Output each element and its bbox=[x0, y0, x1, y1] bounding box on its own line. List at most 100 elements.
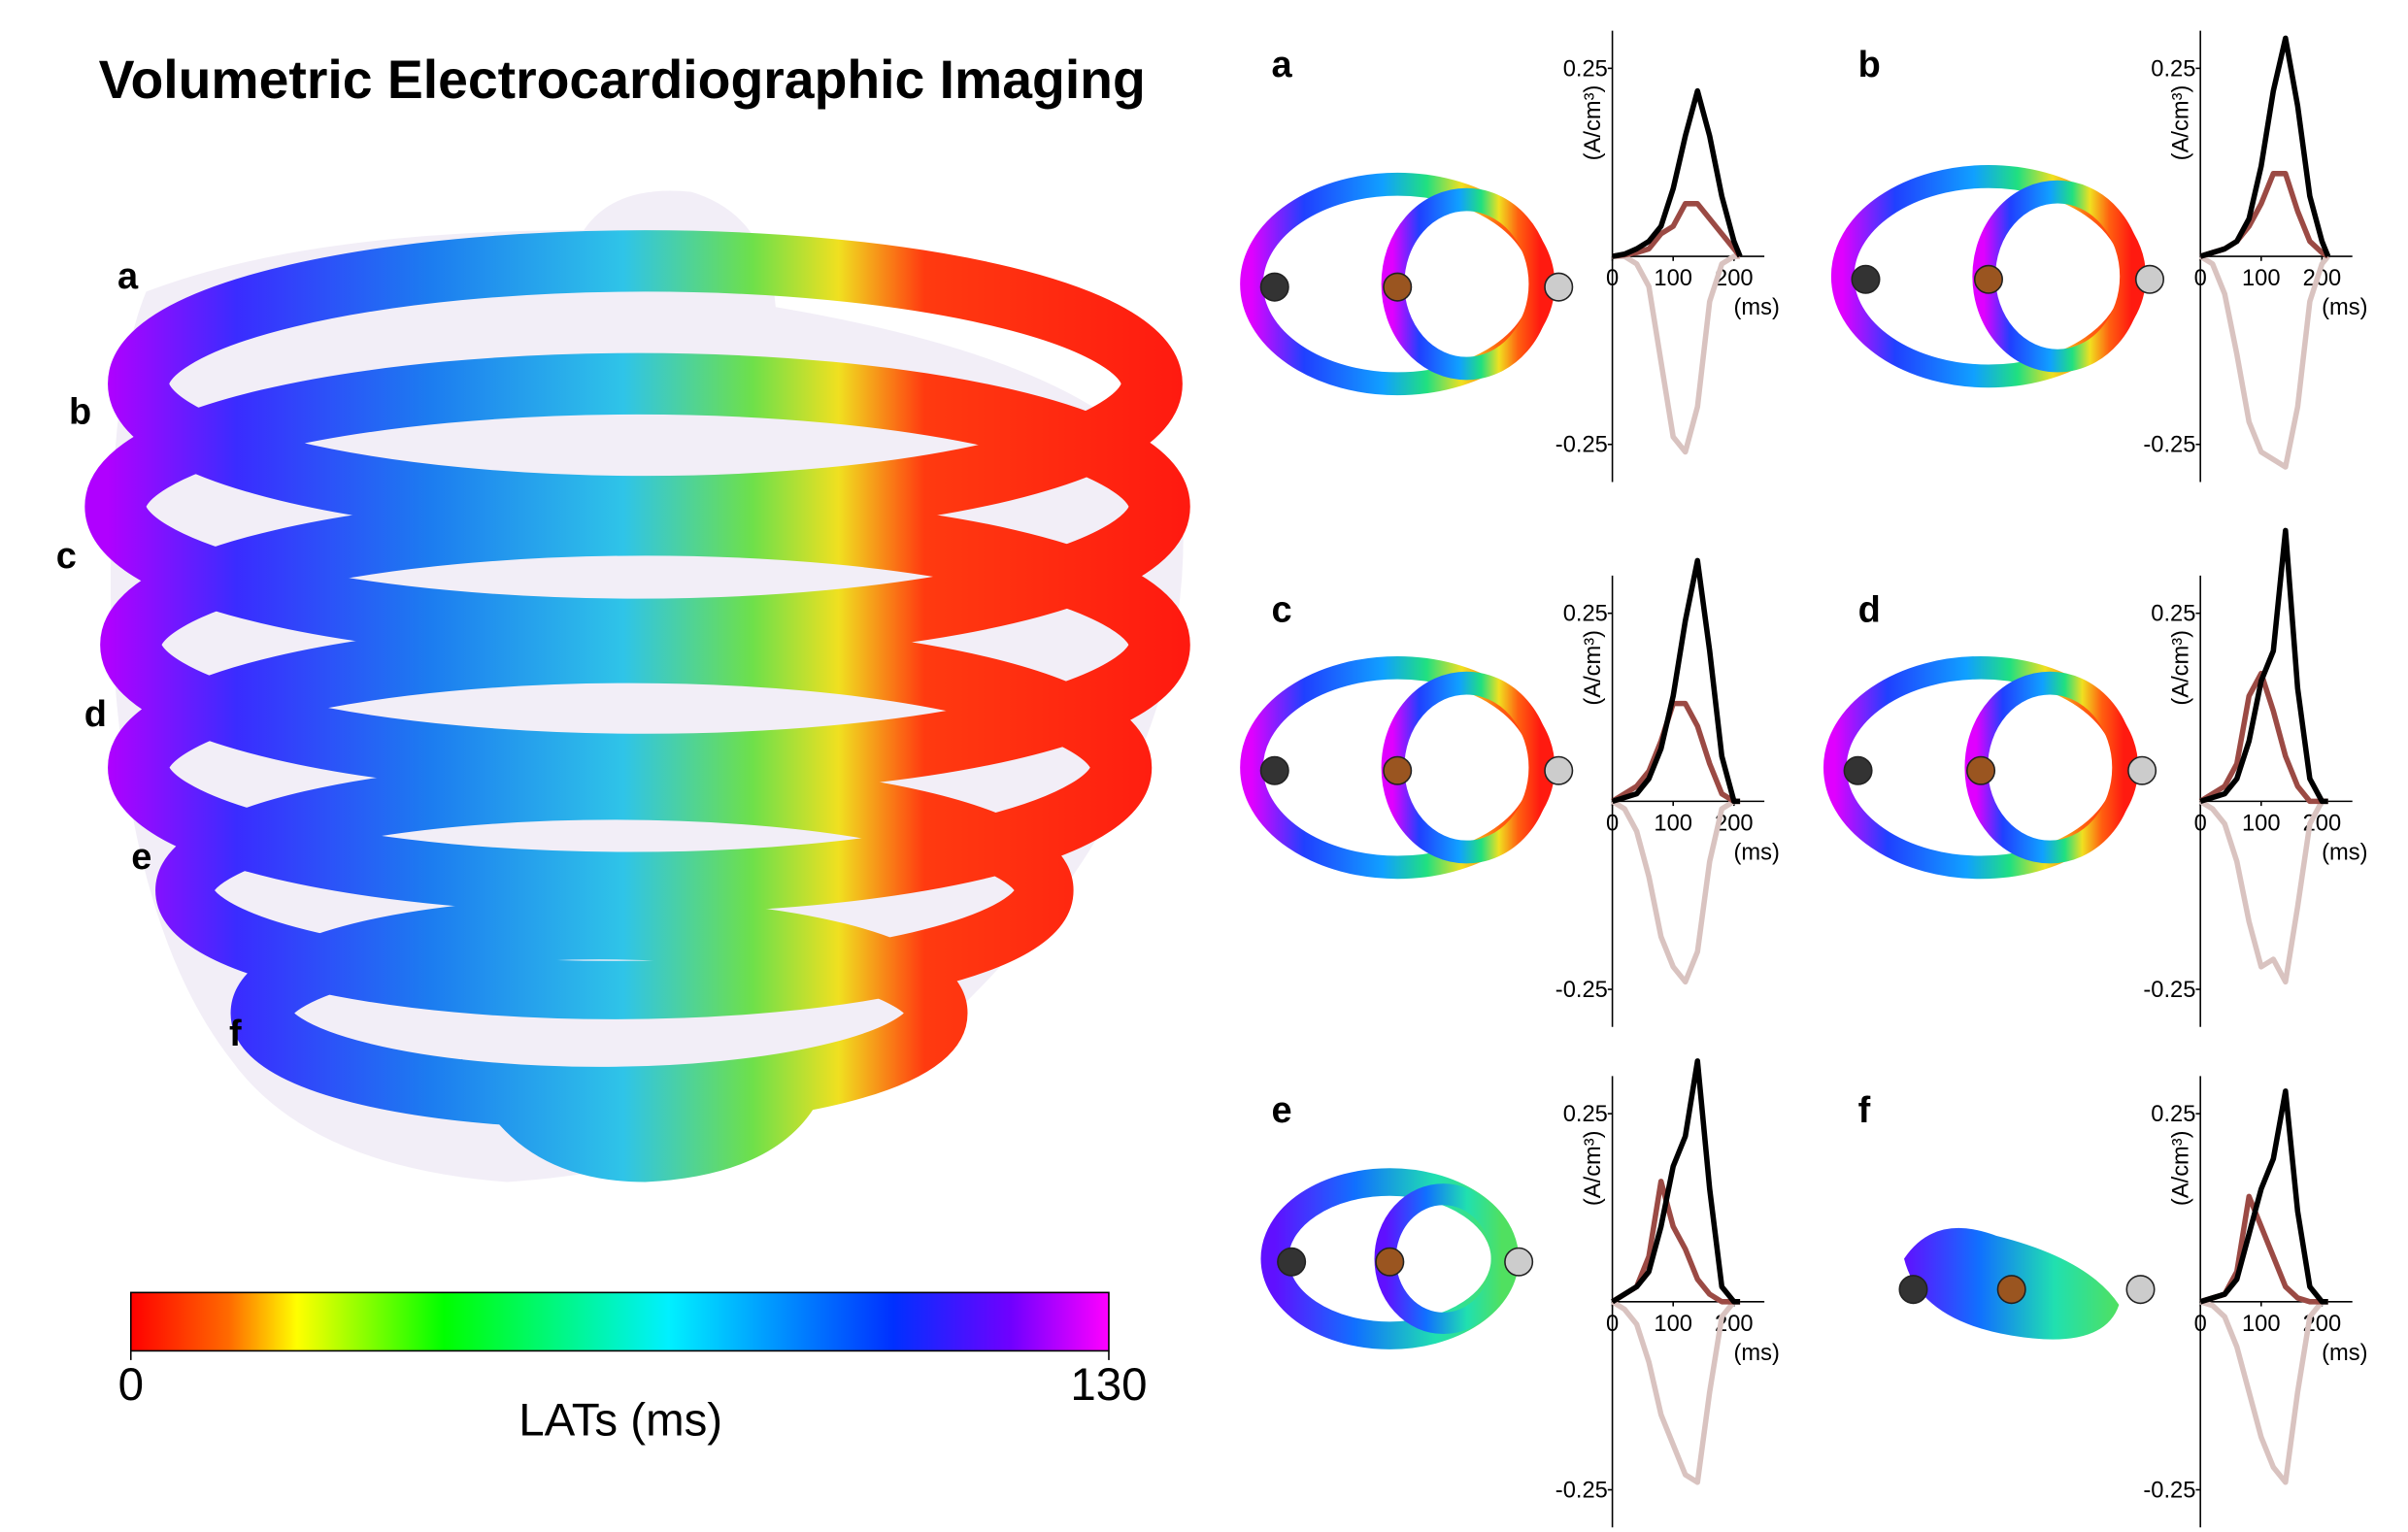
x-tick-label: 100 bbox=[1654, 1312, 1692, 1337]
x-axis-label: (ms) bbox=[2322, 1341, 2367, 1366]
electrode-marker bbox=[1843, 755, 1873, 785]
x-axis-label: (ms) bbox=[1734, 840, 1780, 865]
series-line bbox=[2198, 798, 2328, 985]
electrode-marker bbox=[1996, 1275, 2026, 1305]
electrode-marker bbox=[2127, 755, 2157, 785]
heart-slice-label: e bbox=[131, 837, 151, 878]
panel-label: c bbox=[1272, 589, 1292, 630]
x-axis-label: (ms) bbox=[1734, 1341, 1780, 1366]
x-tick-label: 100 bbox=[2242, 1312, 2281, 1337]
y-axis-label: (A/cm³) bbox=[1581, 630, 1606, 706]
series-line bbox=[1612, 201, 1743, 259]
series-line bbox=[1612, 87, 1743, 259]
electrode-marker bbox=[1259, 755, 1289, 785]
x-tick-label: 0 bbox=[2194, 266, 2207, 291]
electrode-marker bbox=[1544, 272, 1574, 302]
x-tick-label: 0 bbox=[2194, 811, 2207, 836]
electrode-marker bbox=[1851, 264, 1881, 294]
electrode-marker bbox=[1966, 755, 1996, 785]
y-tick-label: 0.25 bbox=[1563, 56, 1608, 82]
electrode-marker bbox=[1973, 264, 2003, 294]
panel-label: b bbox=[1858, 45, 1881, 85]
x-tick-label: 100 bbox=[1654, 811, 1692, 836]
panel: f(A/cm³)(ms)-0.250.250 100 200 bbox=[1858, 1076, 2367, 1528]
electrode-marker bbox=[2125, 1275, 2156, 1305]
colorbar-tick-label: 0 bbox=[118, 1359, 144, 1411]
series-line bbox=[1611, 1299, 1741, 1485]
electrode-marker bbox=[1383, 272, 1413, 302]
series-line bbox=[2199, 1299, 2328, 1485]
y-axis-label: (A/cm³) bbox=[2169, 1130, 2194, 1206]
heart-slices bbox=[84, 230, 1190, 1129]
x-tick-label: 100 bbox=[2242, 811, 2281, 836]
series-line bbox=[1611, 700, 1741, 805]
series-line bbox=[1612, 253, 1741, 455]
electrode-marker bbox=[2134, 264, 2165, 294]
slice-inner-ring bbox=[1381, 187, 1553, 381]
panel: c(A/cm³)(ms)-0.250.250 100 200 bbox=[1240, 557, 1780, 1027]
x-tick-label: 0 bbox=[1606, 1312, 1619, 1337]
electrode-marker bbox=[1544, 755, 1574, 785]
colorbar-label: LATs (ms) bbox=[518, 1394, 722, 1446]
heart-slice-label: d bbox=[84, 694, 107, 735]
x-axis-label: (ms) bbox=[1734, 295, 1780, 320]
electrode-marker bbox=[1259, 272, 1289, 302]
x-axis-label: (ms) bbox=[2322, 295, 2367, 320]
y-axis-label: (A/cm³) bbox=[1581, 85, 1606, 161]
colorbar-tick-label: 130 bbox=[1070, 1359, 1147, 1411]
y-axis-label: (A/cm³) bbox=[1581, 1130, 1606, 1206]
heart-slice-label: f bbox=[229, 1014, 242, 1054]
heart-slice-band bbox=[108, 621, 1153, 914]
y-tick-label: 0.25 bbox=[2151, 1102, 2195, 1127]
figure-title: Volumetric Electrocardiographic Imaging bbox=[99, 50, 1146, 110]
heart-slice-label: b bbox=[69, 391, 91, 432]
x-axis-label: (ms) bbox=[2322, 840, 2367, 865]
heart-slice-label: a bbox=[117, 256, 139, 297]
y-tick-label: 0.25 bbox=[2151, 602, 2195, 627]
series-line bbox=[2198, 670, 2328, 805]
series-line bbox=[1611, 798, 1741, 985]
y-tick-label: -0.25 bbox=[2143, 978, 2195, 1003]
colorbar bbox=[129, 1291, 1110, 1352]
x-tick-label: 0 bbox=[2194, 1312, 2207, 1337]
series-line bbox=[2198, 253, 2330, 470]
y-axis-label: (A/cm³) bbox=[2169, 630, 2194, 706]
series-line bbox=[1611, 557, 1741, 805]
heart-apex bbox=[460, 1059, 830, 1182]
panel-label: f bbox=[1858, 1090, 1871, 1131]
y-tick-label: -0.25 bbox=[2143, 1478, 2195, 1503]
panel-label: e bbox=[1272, 1090, 1292, 1131]
y-tick-label: -0.25 bbox=[1555, 1478, 1608, 1503]
y-tick-label: -0.25 bbox=[1555, 433, 1608, 458]
y-axis-label: (A/cm³) bbox=[2169, 85, 2194, 161]
x-tick-label: 100 bbox=[1654, 266, 1692, 291]
panel-label: a bbox=[1272, 45, 1293, 85]
series-line bbox=[2199, 527, 2328, 805]
x-tick-label: 0 bbox=[1606, 811, 1619, 836]
series-line bbox=[2199, 35, 2331, 259]
slice-inner-ring bbox=[1964, 671, 2135, 864]
heart-slice-band bbox=[155, 761, 1074, 1019]
y-tick-label: -0.25 bbox=[2143, 433, 2195, 458]
x-tick-label: 100 bbox=[2242, 266, 2281, 291]
electrode-marker bbox=[1383, 755, 1413, 785]
panel-label: d bbox=[1858, 589, 1881, 630]
electrode-marker bbox=[1277, 1247, 1307, 1277]
x-tick-label: 0 bbox=[1606, 266, 1619, 291]
y-tick-label: 0.25 bbox=[1563, 1102, 1608, 1127]
panel: a(A/cm³)(ms)-0.250.250 100 200 bbox=[1240, 30, 1780, 483]
panel: d(A/cm³)(ms)-0.250.250 100 200 bbox=[1823, 527, 2367, 1027]
y-tick-label: 0.25 bbox=[1563, 602, 1608, 627]
panel: e(A/cm³)(ms)-0.250.250 100 200 bbox=[1260, 1058, 1780, 1528]
slice-inner-ring bbox=[1381, 671, 1553, 864]
y-tick-label: 0.25 bbox=[2151, 56, 2195, 82]
heart-slice-label: c bbox=[56, 536, 77, 577]
series-line bbox=[2199, 1088, 2328, 1305]
series-line bbox=[1611, 1058, 1741, 1305]
electrode-marker bbox=[1898, 1275, 1928, 1305]
slice-inner-ring bbox=[1972, 180, 2143, 373]
y-tick-label: -0.25 bbox=[1555, 978, 1608, 1003]
electrode-marker bbox=[1504, 1247, 1534, 1277]
